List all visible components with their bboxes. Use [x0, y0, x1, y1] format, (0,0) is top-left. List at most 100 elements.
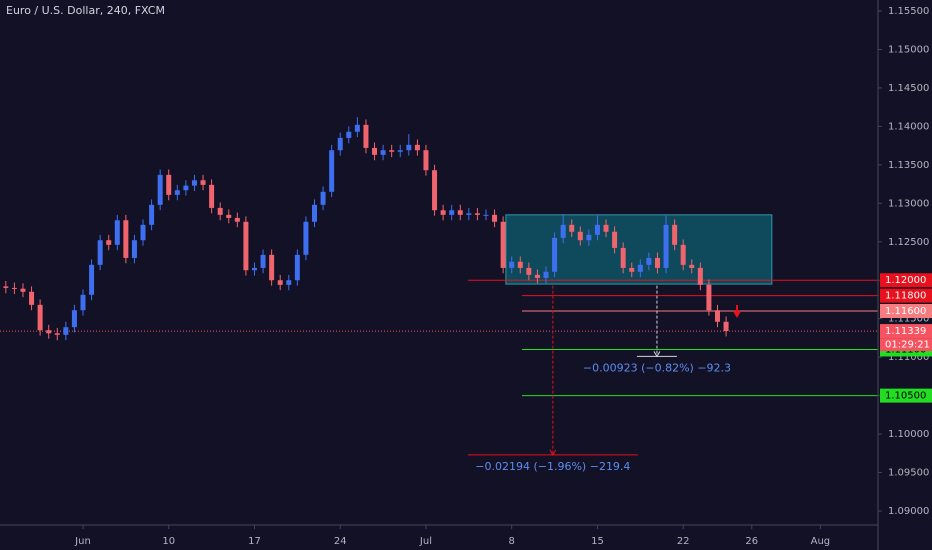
candle-body: [37, 304, 43, 331]
candle-body: [234, 217, 240, 222]
x-tick-label: Jun: [74, 536, 91, 547]
candle-body: [217, 207, 223, 215]
candle-body: [603, 224, 609, 232]
candle-body: [612, 231, 618, 248]
candle-body: [123, 220, 129, 258]
candle-body: [517, 261, 523, 268]
candle-body: [294, 254, 300, 281]
y-tick-label: 1.13500: [888, 160, 929, 171]
measure-arrow: [653, 351, 661, 358]
candle-body: [320, 191, 326, 205]
x-tick-label: 8: [509, 536, 515, 547]
x-tick-label: 10: [162, 536, 175, 547]
candle-body: [71, 310, 77, 328]
candle-body: [706, 284, 712, 311]
candle-body: [157, 174, 163, 205]
candle-body: [20, 288, 26, 292]
candle-body: [440, 210, 446, 215]
level-badge: [880, 288, 932, 303]
candle-body: [449, 210, 455, 215]
candle-body: [200, 180, 206, 185]
candle-body: [191, 180, 197, 186]
candle-body: [552, 237, 558, 272]
x-tick-label: 15: [591, 536, 604, 547]
candle-body: [672, 224, 678, 245]
countdown-badge: [880, 338, 932, 352]
candle-body: [414, 144, 420, 151]
candle-body: [586, 234, 592, 241]
candle-body: [312, 204, 318, 222]
candle-body: [174, 190, 180, 195]
candle-body: [380, 150, 386, 155]
candle-body: [277, 280, 283, 285]
candle-body: [560, 224, 566, 238]
price-badge-label: 1.11339: [885, 326, 926, 337]
x-tick-label: 22: [677, 536, 690, 547]
candle-body: [526, 267, 532, 275]
candle-body: [689, 264, 695, 268]
price-badge: [880, 324, 932, 339]
x-tick-label: Aug: [811, 536, 831, 547]
x-tick-label: 17: [248, 536, 261, 547]
level-badge: [880, 304, 932, 318]
y-tick-label: 1.13000: [888, 198, 929, 209]
candle-body: [303, 221, 309, 255]
candle-body: [337, 137, 343, 151]
y-tick-label: 1.14000: [888, 121, 929, 132]
axes: 1.15500 1.15000 1.14500 1.14000 1.13500 1.130…: [74, 6, 932, 547]
candle-body: [723, 321, 729, 331]
candle-body: [697, 267, 703, 285]
candle-body: [243, 221, 249, 271]
candle-body: [389, 150, 395, 152]
candle-body: [3, 286, 9, 288]
level-badge-label: 1.12000: [885, 275, 926, 286]
y-tick-label: 1.11000: [888, 352, 929, 363]
candle-body: [226, 214, 232, 218]
y-tick-label: 1.15000: [888, 44, 929, 55]
candle-body: [534, 274, 540, 278]
candle-body: [11, 287, 17, 289]
candle-body: [500, 221, 506, 268]
chart-title: Euro / U.S. Dollar, 240, FXCM: [6, 4, 165, 17]
candle-body: [620, 247, 626, 268]
candle-body: [483, 214, 489, 216]
candle-body: [54, 333, 60, 335]
y-tick-label: 1.10000: [888, 429, 929, 440]
candle-body: [372, 147, 378, 155]
measure-label: −0.00923 (−0.82%) −92.3: [583, 361, 731, 374]
candle-body: [509, 261, 515, 268]
candle-body: [140, 224, 146, 241]
candle-body: [714, 310, 720, 322]
candle-body: [97, 240, 103, 265]
candle-body: [329, 150, 335, 192]
x-tick-label: 24: [334, 536, 347, 547]
candle-body: [423, 150, 429, 171]
candle-body: [260, 254, 266, 268]
candle-body: [269, 254, 275, 281]
level-badge-label: 1.10500: [885, 391, 926, 402]
candle-body: [29, 291, 35, 305]
candle-body: [346, 131, 352, 138]
candle-body: [492, 214, 498, 222]
candle-body: [637, 264, 643, 272]
candle-body: [569, 224, 575, 232]
candle-body: [646, 257, 652, 265]
candle-body: [63, 327, 69, 335]
candle-body: [209, 184, 215, 208]
candle-body: [543, 271, 549, 278]
candle-body: [457, 210, 463, 215]
range-zone: [505, 214, 773, 285]
y-tick-label: 1.12500: [888, 237, 929, 248]
candle-body: [131, 240, 137, 258]
candle-body: [106, 240, 112, 245]
countdown-label: 01:29:21: [885, 340, 930, 351]
candle-body: [363, 124, 369, 148]
candle-body: [89, 264, 95, 295]
candle-body: [354, 124, 360, 132]
y-tick-label: 1.14500: [888, 83, 929, 94]
y-tick-label: 1.09000: [888, 506, 929, 517]
candle-body: [406, 144, 412, 151]
y-tick-label: 1.15500: [888, 6, 929, 17]
